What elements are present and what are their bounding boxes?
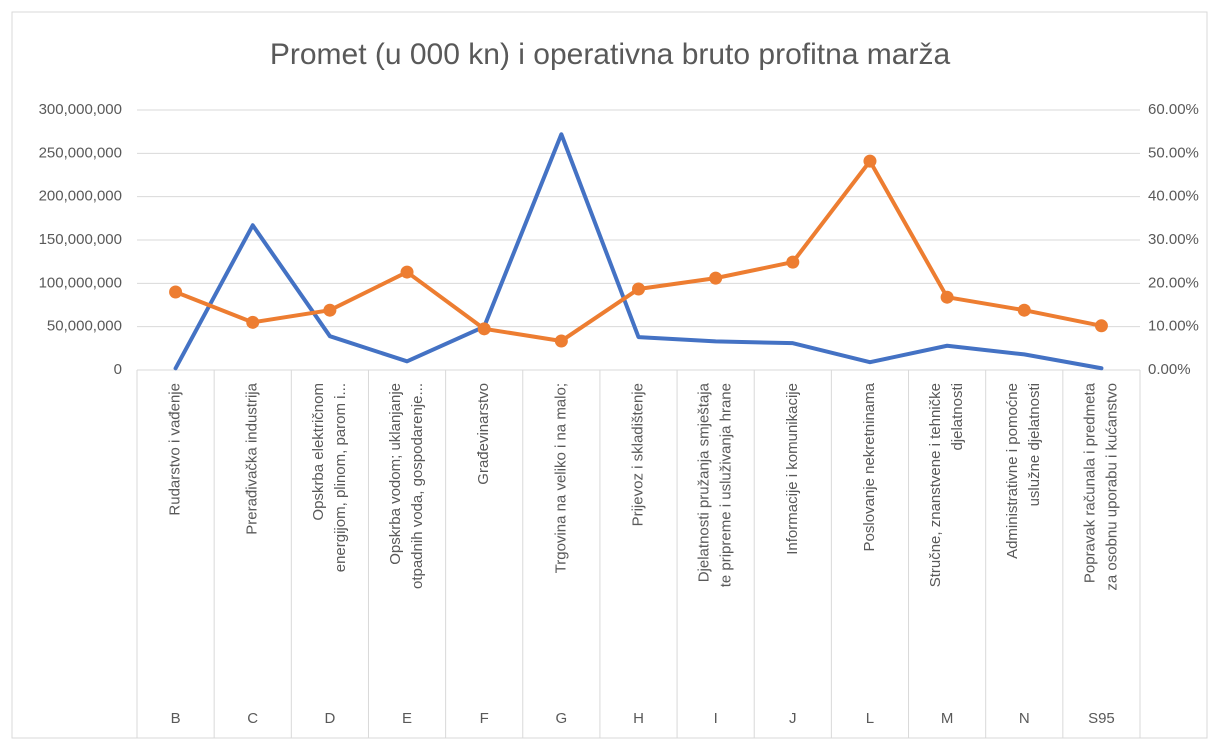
point xyxy=(632,282,645,296)
category-name: Prerađivačka industrija xyxy=(244,382,261,534)
category-name: za osobnu uporabu i kućanstvo xyxy=(1103,383,1120,591)
point xyxy=(246,315,260,329)
category-name: Rudarstvo i vađenje xyxy=(167,383,184,516)
x-tick-label: N xyxy=(1019,710,1030,727)
x-tick-label: E xyxy=(402,710,412,727)
y2-tick-label: 20.00% xyxy=(1148,274,1199,291)
x-tick-label: C xyxy=(247,710,258,727)
chart-title: Promet (u 000 kn) i operativna bruto pro… xyxy=(270,38,951,71)
category-name: Poslovanje nekretninama xyxy=(861,382,878,551)
category-name: Informacije i komunikacije xyxy=(784,383,801,555)
category-name: Djelatnosti pružanja smještaja xyxy=(696,382,713,582)
category-name: Stručne, znanstvene i tehničke xyxy=(927,383,944,587)
chart-border xyxy=(11,11,1208,739)
x-tick-label: L xyxy=(866,710,874,727)
x-tick-label: J xyxy=(789,710,797,727)
y-tick-label: 0 xyxy=(114,361,122,378)
point xyxy=(477,322,491,336)
y2-tick-label: 40.00% xyxy=(1148,188,1199,205)
category-name: Popravak računala i predmeta xyxy=(1081,382,1098,583)
x-tick-label: H xyxy=(633,710,644,727)
category-name: te pripreme i usluživanja hrane xyxy=(718,383,735,587)
y2-tick-label: 60.00% xyxy=(1148,101,1199,118)
category-name: uslužne djelatnosti xyxy=(1026,383,1043,506)
point xyxy=(1094,319,1108,333)
category-name: energijom, plinom, parom i... xyxy=(332,383,349,572)
point xyxy=(323,303,337,317)
x-tick-label: F xyxy=(480,710,489,727)
category-name: Opskrba vodom; uklanjanje xyxy=(387,383,404,565)
y2-tick-label: 50.00% xyxy=(1148,144,1199,161)
y-tick-label: 300,000,000 xyxy=(39,101,122,118)
y2-tick-label: 30.00% xyxy=(1148,231,1199,248)
x-tick-label: S95 xyxy=(1088,710,1115,727)
x-tick-label: D xyxy=(324,710,335,727)
y-tick-label: 100,000,000 xyxy=(39,274,122,291)
point xyxy=(709,271,723,285)
category-name: Građevinarstvo xyxy=(475,383,492,485)
category-name: djelatnosti xyxy=(949,383,966,451)
x-tick-label: B xyxy=(171,710,181,727)
point xyxy=(940,290,954,304)
point xyxy=(169,285,183,299)
y-tick-label: 150,000,000 xyxy=(39,231,122,248)
category-name: Trgovina na veliko i na malo; xyxy=(552,383,569,573)
x-tick-label: I xyxy=(714,710,718,727)
y-tick-label: 50,000,000 xyxy=(47,318,122,335)
y2-tick-label: 0.00% xyxy=(1148,361,1191,378)
y2-tick-label: 10.00% xyxy=(1148,318,1199,335)
point xyxy=(1017,303,1031,317)
series-line xyxy=(173,132,1104,371)
category-name: Opskrba električnom xyxy=(310,383,327,521)
x-tick-label: G xyxy=(556,710,568,727)
category-name: otpadnih voda, gospodarenje... xyxy=(409,383,426,589)
point xyxy=(786,255,800,269)
point xyxy=(400,265,414,279)
y-tick-label: 200,000,000 xyxy=(39,188,122,205)
x-tick-label: M xyxy=(941,710,954,727)
category-name: Prijevoz i skladištenje xyxy=(629,383,646,526)
point xyxy=(554,334,568,348)
point xyxy=(863,154,877,168)
y-tick-label: 250,000,000 xyxy=(39,144,122,161)
category-name: Administrativne i pomoćne xyxy=(1004,383,1021,559)
